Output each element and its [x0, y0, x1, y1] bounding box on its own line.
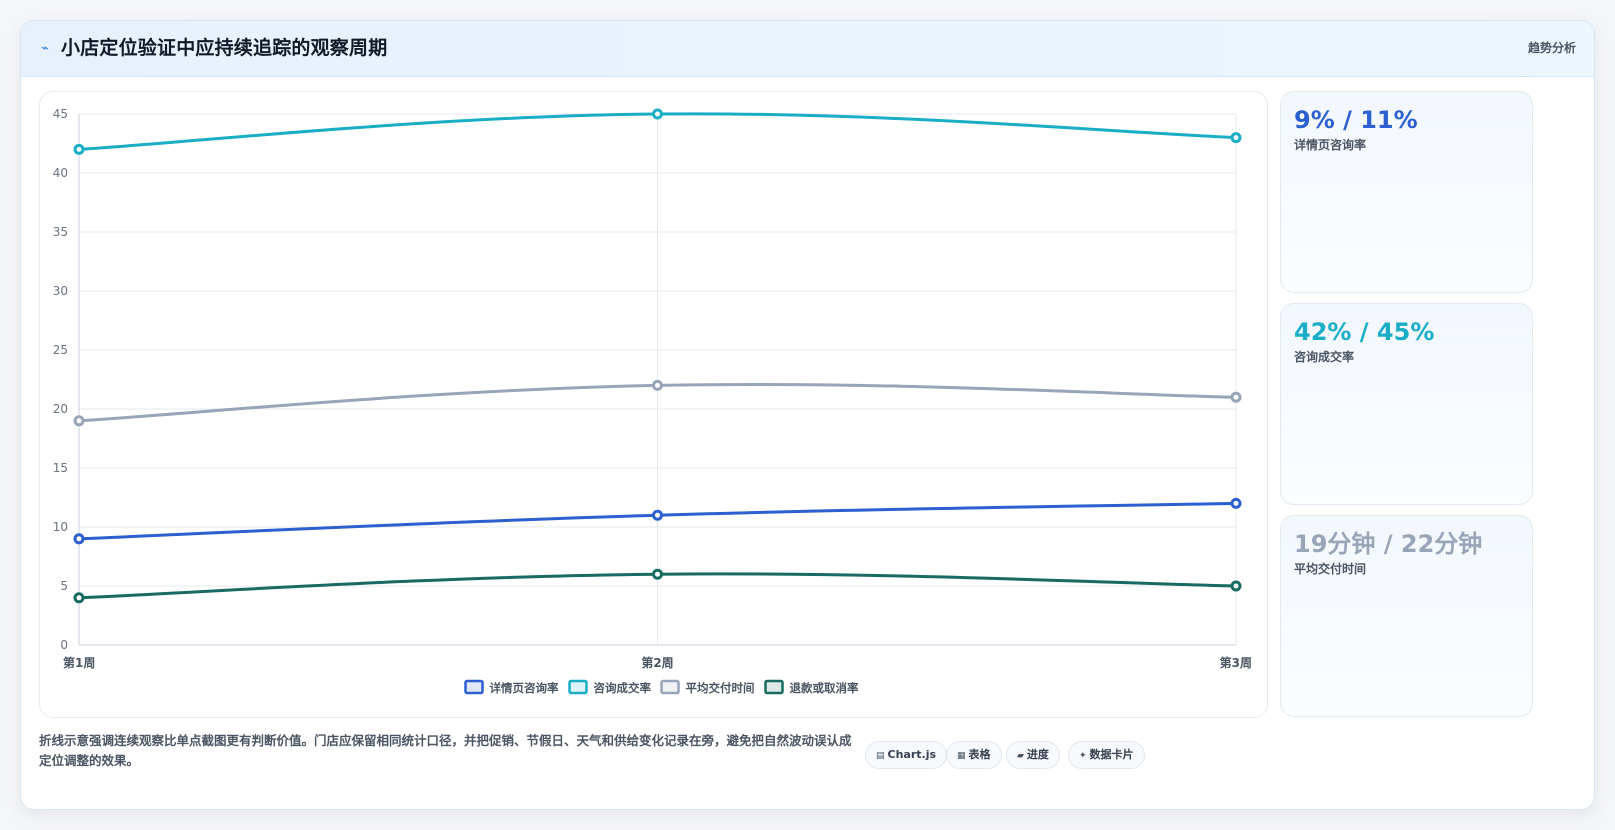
x-tick-label: 第1周	[63, 655, 95, 670]
y-tick-label: 20	[53, 402, 68, 416]
y-tick-label: 45	[53, 107, 68, 121]
kpi-label: 详情页咨询率	[1294, 138, 1367, 152]
chart-card: ⌁ 小店定位验证中应持续追踪的观察周期 趋势分析 0 5 10 15 20 25 30 35 4…	[20, 20, 1595, 810]
chart-container: 0 5 10 15 20 25 30 35 40 45 第1周 第2周 第3周详情页咨询率 咨询成交率 平均…	[39, 91, 1268, 718]
legend-label: 详情页咨询率	[490, 681, 559, 695]
kpi-card-consult-rate: 9% / 11% 详情页咨询率	[1280, 91, 1533, 293]
footnote: 折线示意强调连续观察比单点截图更有判断价值。门店应保留相同统计口径，并把促销、节…	[39, 733, 852, 768]
x-tick-label: 第2周	[641, 655, 673, 670]
legend-label: 退款或取消率	[790, 681, 859, 695]
data-point	[652, 379, 663, 391]
legend-swatch	[764, 679, 784, 695]
data-point	[73, 415, 85, 427]
data-point	[73, 143, 85, 155]
data-point	[73, 533, 85, 545]
y-tick-label: 0	[60, 638, 68, 652]
y-tick-label: 15	[53, 461, 68, 475]
data-point	[1230, 132, 1242, 144]
pill-data-card[interactable]: ✦ 数据卡片	[1068, 741, 1145, 769]
y-tick-label: 10	[53, 520, 68, 534]
kpi-value: 19分钟 / 22分钟	[1294, 530, 1483, 558]
kpi-label: 咨询成交率	[1294, 350, 1355, 364]
legend-swatch	[568, 679, 588, 695]
y-tick-label: 25	[53, 343, 68, 357]
table-icon: ▦	[957, 751, 966, 761]
legend-swatch	[464, 679, 484, 695]
data-point	[652, 108, 663, 120]
data-point	[652, 568, 663, 580]
pill-label: Chart.js	[887, 748, 937, 761]
data-point	[1230, 580, 1242, 592]
kpi-card-delivery-time: 19分钟 / 22分钟 平均交付时间	[1280, 515, 1533, 717]
data-card-icon: ✦	[1079, 751, 1087, 761]
pill-progress[interactable]: ▰ 进度	[1006, 741, 1060, 769]
legend-swatch	[660, 679, 680, 695]
card-header: ⌁ 小店定位验证中应持续追踪的观察周期 趋势分析	[21, 21, 1594, 77]
y-tick-label: 30	[53, 284, 68, 298]
pill-label: 表格	[968, 748, 991, 761]
kpi-value: 42% / 45%	[1294, 318, 1435, 346]
line-chart-icon: ⌁	[41, 41, 49, 56]
data-point	[1230, 497, 1242, 509]
y-tick-label: 5	[60, 579, 68, 593]
pill-label: 进度	[1026, 748, 1049, 761]
pill-label: 数据卡片	[1089, 748, 1134, 761]
header-tag: 趋势分析	[1527, 41, 1576, 55]
y-tick-label: 35	[53, 225, 68, 239]
page-title: 小店定位验证中应持续追踪的观察周期	[61, 37, 388, 59]
legend-label: 咨询成交率	[594, 681, 652, 695]
data-point	[652, 509, 663, 521]
y-tick-label: 40	[53, 166, 68, 180]
x-tick-label: 第3周	[1220, 655, 1252, 670]
pill-chartjs[interactable]: ▤ Chart.js	[865, 741, 948, 769]
chart-icon: ▤	[876, 751, 885, 761]
kpi-value: 9% / 11%	[1294, 106, 1418, 134]
data-point	[1230, 391, 1242, 403]
pill-table[interactable]: ▦ 表格	[946, 741, 1002, 769]
kpi-card-conversion-rate: 42% / 45% 咨询成交率	[1280, 303, 1533, 505]
progress-icon: ▰	[1017, 751, 1024, 761]
kpi-label: 平均交付时间	[1294, 562, 1367, 576]
legend-label: 平均交付时间	[686, 681, 755, 695]
data-point	[73, 592, 85, 604]
